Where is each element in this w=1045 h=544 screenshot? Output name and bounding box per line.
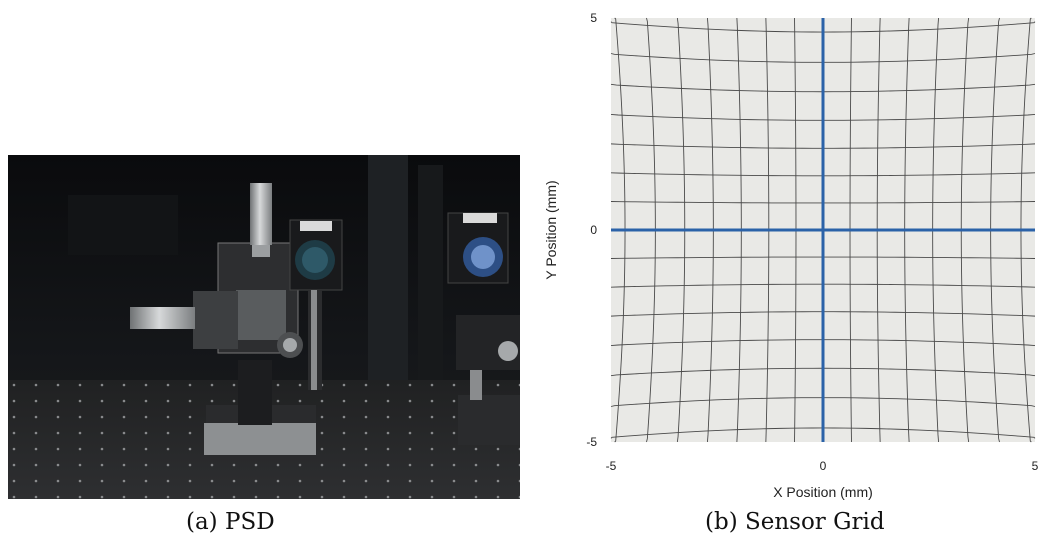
x-tick-label: 0 [820, 459, 827, 473]
caption-psd: (a) PSD [186, 509, 275, 535]
psd-photo-drawing [8, 155, 520, 499]
y-tick-label: -5 [586, 435, 597, 449]
x-axis-label: X Position (mm) [773, 484, 873, 500]
tick-labels: -5 0 5 -5 0 5 [586, 11, 1038, 473]
psd-photo [8, 155, 520, 499]
sensor-grid-plot: -5 0 5 -5 0 5 X Position (mm) Y Position (mm) [543, 11, 1039, 500]
caption-sensor-grid: (b) Sensor Grid [705, 509, 885, 535]
sensor-grid-chart: -5 0 5 -5 0 5 X Position (mm) Y Position (mm) [540, 0, 1045, 505]
y-tick-label: 5 [590, 11, 597, 25]
x-tick-label: -5 [606, 459, 617, 473]
x-tick-label: 5 [1032, 459, 1039, 473]
y-tick-label: 0 [590, 223, 597, 237]
y-axis-label: Y Position (mm) [543, 180, 559, 279]
center-axis-lines [611, 18, 1035, 442]
